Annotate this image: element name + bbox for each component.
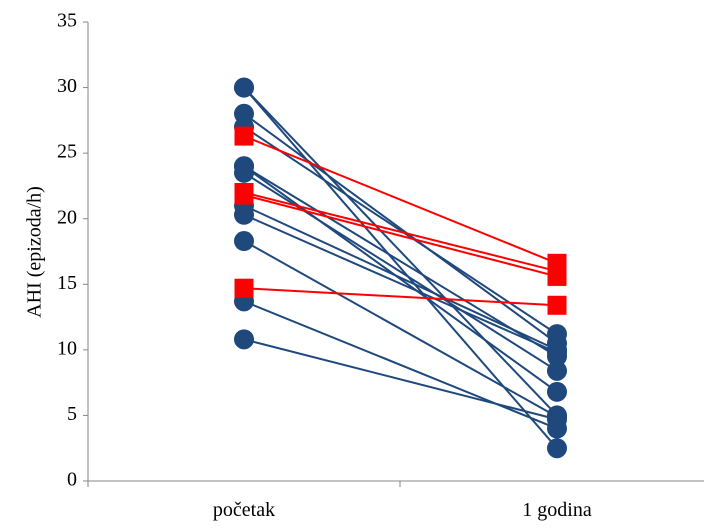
x-axis-ticks: početak 1 godina [87, 481, 592, 521]
red-series-line [243, 194, 558, 278]
blue-series-line [243, 338, 558, 421]
y-tick-label: 25 [57, 141, 77, 163]
circle-marker [547, 342, 567, 363]
square-marker [234, 278, 254, 298]
x-tick-label: 1 godina [522, 499, 592, 521]
square-marker [547, 295, 567, 315]
y-tick-label: 10 [57, 337, 77, 359]
blue-series-line [243, 171, 558, 372]
circle-marker [234, 204, 254, 225]
circle-marker [234, 77, 254, 98]
circle-marker [547, 360, 567, 381]
y-tick-label: 30 [57, 75, 77, 97]
y-tick-label: 5 [67, 403, 77, 425]
x-tick-label: početak [213, 499, 275, 521]
y-axis-title: AHI (epizoda/h) [24, 186, 46, 318]
square-marker [234, 126, 254, 146]
circle-marker [234, 162, 254, 183]
circle-marker [547, 324, 567, 345]
y-tick-label: 0 [67, 469, 77, 491]
blue-series-line [243, 126, 558, 335]
circle-marker [234, 231, 254, 252]
series-markers [234, 77, 567, 459]
blue-series-line [243, 300, 558, 430]
y-tick-label: 15 [57, 272, 77, 294]
blue-series-line [243, 240, 558, 418]
square-marker [547, 266, 567, 286]
square-marker [234, 185, 254, 205]
blue-series-line [243, 204, 558, 351]
circle-marker [547, 438, 567, 459]
circle-marker [547, 409, 567, 430]
y-tick-label: 35 [57, 10, 77, 32]
y-axis-ticks: 0 5 10 15 20 25 30 35 [57, 10, 88, 491]
y-tick-label: 20 [57, 206, 77, 228]
axes [87, 22, 704, 482]
red-series-line [243, 135, 558, 265]
blue-series-line [243, 86, 558, 417]
red-series-line [243, 191, 558, 273]
red-series-line [243, 287, 558, 307]
blue-series-line [243, 112, 558, 345]
blue-series-line [243, 213, 558, 354]
series-lines [243, 86, 558, 449]
blue-series-line [243, 165, 558, 393]
circle-marker [547, 381, 567, 402]
circle-marker [234, 329, 254, 350]
